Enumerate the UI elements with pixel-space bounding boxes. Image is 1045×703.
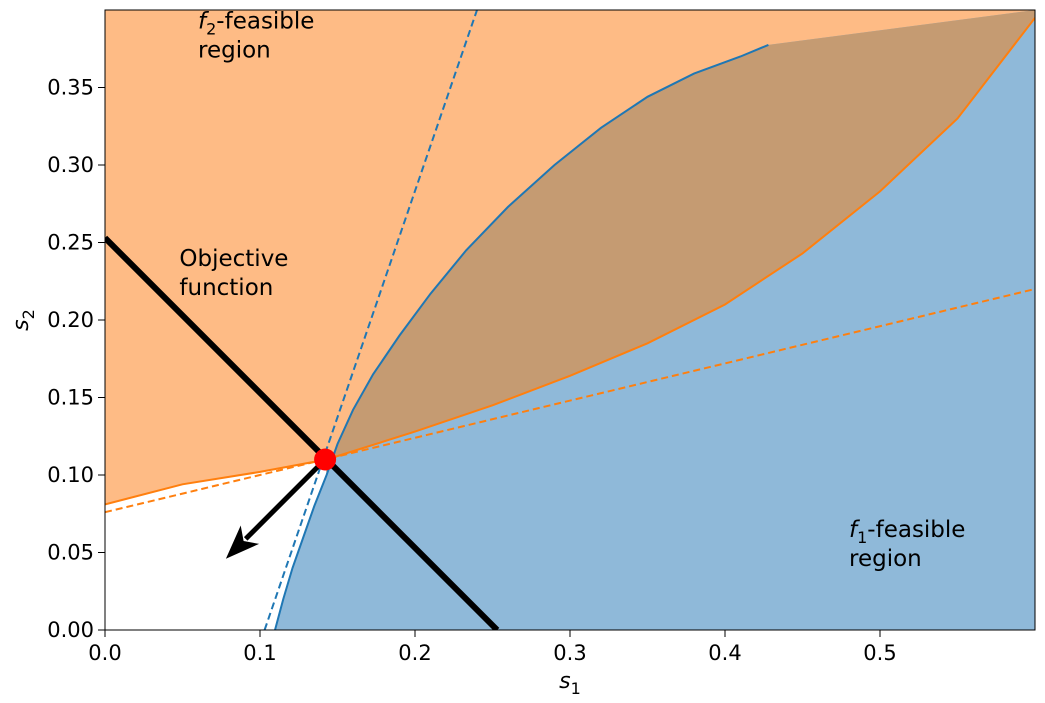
y-tick-label: 0.00 <box>47 618 94 642</box>
y-tick-label: 0.15 <box>47 386 94 410</box>
annotations: f2-feasible region Objective function f1-fe… <box>179 9 965 572</box>
objective-line <box>105 235 500 630</box>
annotation-objective-line1: Objective <box>179 246 288 272</box>
x-tick-label: 0.5 <box>863 641 896 665</box>
y-tick-label: 0.20 <box>47 308 94 332</box>
x-tick-label: 0.4 <box>708 641 741 665</box>
y-tick-label: 0.10 <box>47 463 94 487</box>
f2-tangent-line <box>105 288 1035 514</box>
annotation-f1-line2: region <box>849 546 922 572</box>
x-tick-label: 0.3 <box>553 641 586 665</box>
svg-text:s2: s2 <box>9 309 38 331</box>
x-axis-label: s1 <box>559 669 581 698</box>
x-tick-label: 0.2 <box>398 641 431 665</box>
gradient-arrow-shaft <box>243 457 327 541</box>
y-tick-label: 0.30 <box>47 153 94 177</box>
y-tick-label: 0.25 <box>47 231 94 255</box>
optimum-point <box>314 448 337 471</box>
gradient-arrow-head <box>225 525 260 559</box>
annotation-f2-line1: f2-feasible <box>198 9 314 39</box>
ticks: 0.0 0.1 0.2 0.3 0.4 0.5 0.00 0.05 0.10 0.15 0.20 0.… <box>47 76 896 666</box>
f2-boundary-line <box>105 17 1035 506</box>
x-tick-label: 0.0 <box>88 641 121 665</box>
axis-labels: s1 s2 <box>9 309 581 698</box>
annotation-f2-line2: region <box>198 38 271 64</box>
y-axis-label: s2 <box>9 309 38 331</box>
x-tick-label: 0.1 <box>243 641 276 665</box>
annotation-f1-line1: f1-feasible <box>849 517 965 547</box>
series-lines <box>105 10 1035 630</box>
y-tick-label: 0.35 <box>47 76 94 100</box>
overlap-region <box>325 10 1035 475</box>
y-tick-label: 0.05 <box>47 541 94 565</box>
objective-layer <box>105 235 500 630</box>
feasible-regions <box>105 10 1035 630</box>
annotation-objective-line2: function <box>179 275 273 301</box>
f1-boundary-line <box>274 43 769 630</box>
